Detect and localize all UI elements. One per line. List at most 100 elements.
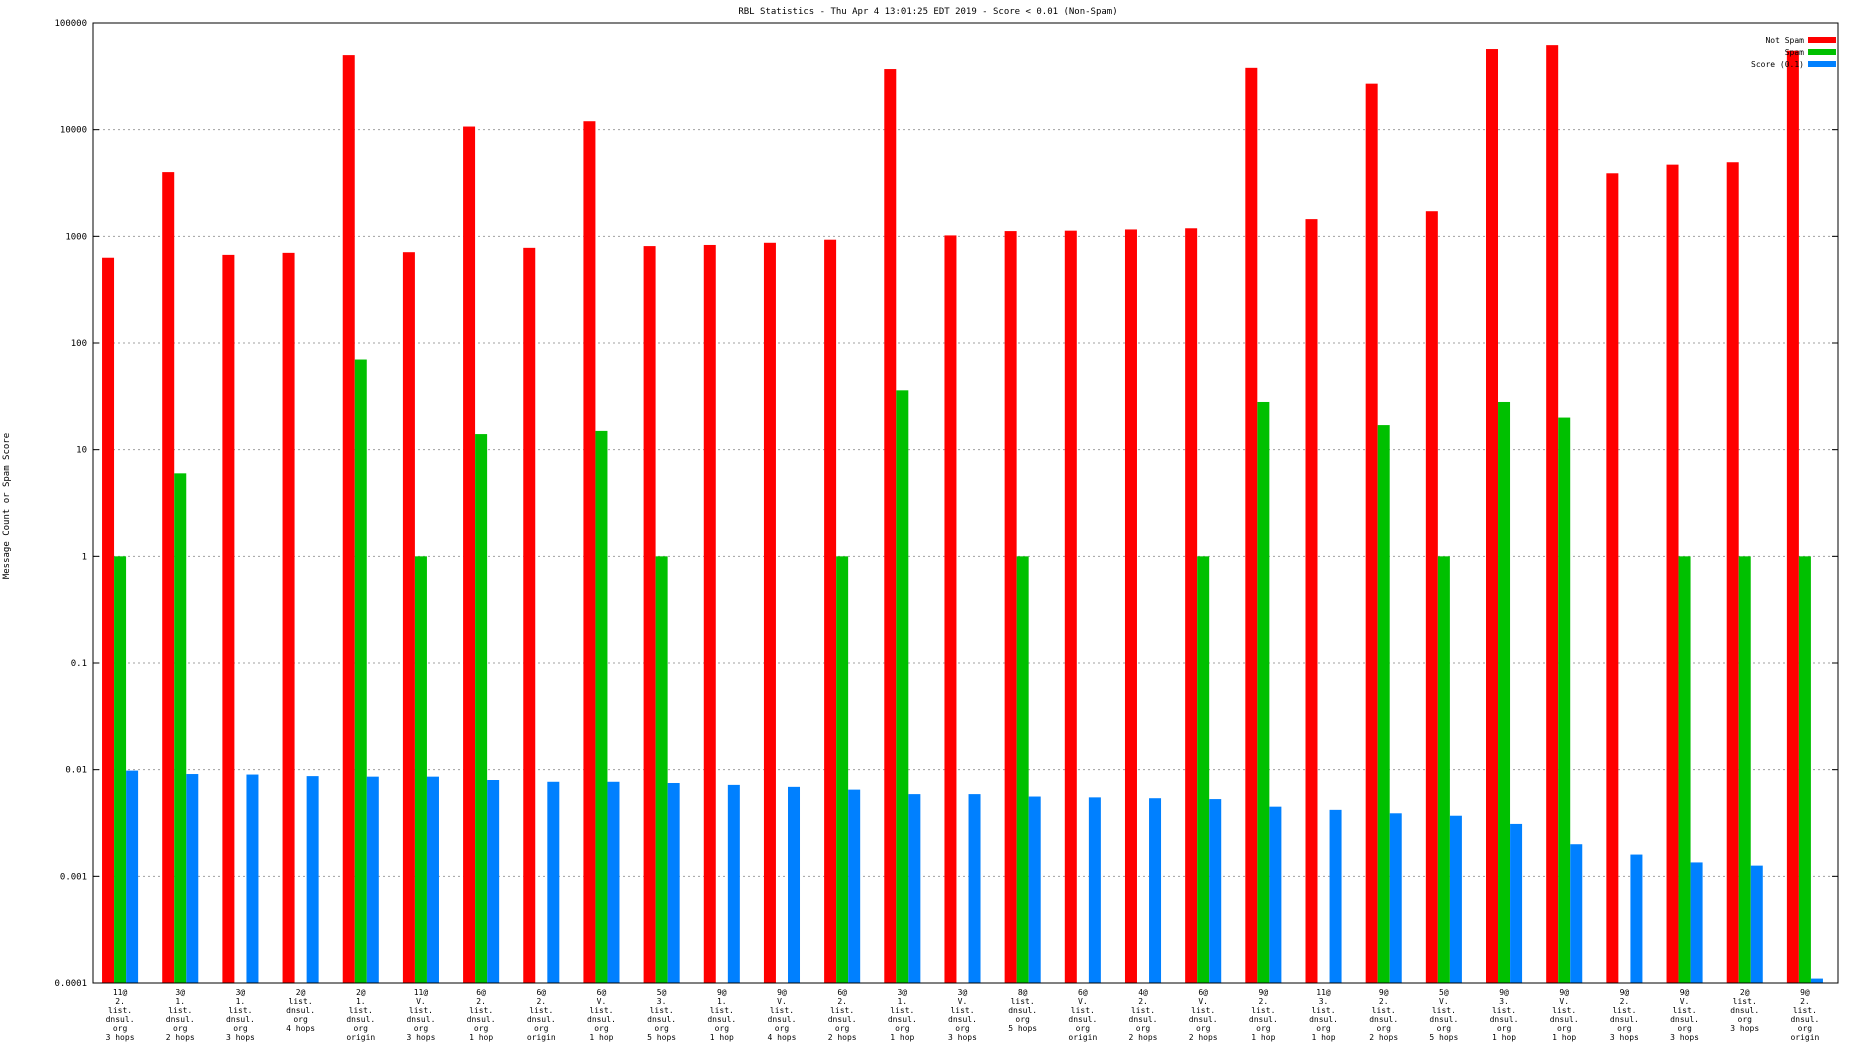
bar-not-spam	[1245, 67, 1258, 984]
x-tick-label: dnsul.	[768, 1015, 797, 1024]
bar-score-0-1	[727, 784, 740, 983]
x-tick-label: org	[1798, 1024, 1813, 1033]
bar-score-0-1	[246, 774, 259, 983]
bar-spam	[174, 473, 187, 983]
x-tick-label: 4 hops	[286, 1024, 315, 1033]
bar-score-0-1	[1750, 865, 1763, 983]
x-tick-label: dnsul.	[1429, 1015, 1458, 1024]
bar-score-0-1	[306, 776, 319, 983]
x-tick-label: 2.	[1259, 997, 1269, 1006]
bar-spam	[896, 390, 909, 983]
x-tick-label: list.	[1673, 1006, 1697, 1015]
x-tick-label: 2.	[1379, 997, 1389, 1006]
bar-score-0-1	[667, 782, 680, 983]
x-tick-label: 2.	[1800, 997, 1810, 1006]
x-tick-label: list.	[1552, 1006, 1576, 1015]
x-tick-label: org	[1617, 1024, 1632, 1033]
x-tick-label: 9@	[777, 988, 787, 997]
x-tick-label: dnsul.	[1369, 1015, 1398, 1024]
x-tick-label: dnsul.	[888, 1015, 917, 1024]
x-tick-label: V.	[1439, 997, 1449, 1006]
bar-spam	[1798, 556, 1811, 983]
bar-spam	[414, 556, 427, 983]
x-tick-label: list.	[228, 1006, 252, 1015]
bar-not-spam	[1185, 228, 1198, 983]
x-tick-label: 3 hops	[1610, 1033, 1639, 1042]
x-tick-label: 1 hop	[469, 1033, 493, 1042]
bar-not-spam	[463, 126, 476, 983]
bar-spam	[1377, 425, 1390, 983]
x-tick-label: org	[1316, 1024, 1331, 1033]
bar-layer	[102, 45, 1823, 984]
x-tick-label: org	[173, 1024, 188, 1033]
x-tick-label: dnsul.	[286, 1006, 315, 1015]
x-tick-label: 3@	[897, 988, 907, 997]
x-tick-label: dnsul.	[1249, 1015, 1278, 1024]
bar-not-spam	[1486, 49, 1499, 983]
y-tick-label: 100000	[54, 19, 87, 29]
x-tick-label: dnsul.	[166, 1015, 195, 1024]
x-tick-label: dnsul.	[1068, 1015, 1097, 1024]
bar-score-0-1	[1449, 815, 1462, 983]
bar-spam	[1257, 401, 1270, 983]
x-tick-label: org	[895, 1024, 910, 1033]
bar-score-0-1	[1630, 854, 1643, 983]
x-tick-label: org	[414, 1024, 429, 1033]
bar-spam	[1498, 401, 1511, 983]
bar-not-spam	[1365, 83, 1378, 983]
bar-not-spam	[162, 172, 175, 984]
x-tick-label: 1.	[236, 997, 246, 1006]
x-tick-label: 3 hops	[1670, 1033, 1699, 1042]
bar-score-0-1	[366, 776, 379, 983]
x-tick-label: 11@	[414, 988, 429, 997]
x-tick-label: list.	[950, 1006, 974, 1015]
x-tick-label: list.	[108, 1006, 132, 1015]
y-tick-label: 0.001	[60, 872, 87, 882]
x-tick-label: V.	[1559, 997, 1569, 1006]
x-tick-label: list.	[1131, 1006, 1155, 1015]
x-tick-label: 9@	[1259, 988, 1269, 997]
x-tick-label: list.	[650, 1006, 674, 1015]
x-tick-label: 9@	[1499, 988, 1509, 997]
x-tick-label: origin	[346, 1033, 375, 1042]
bar-not-spam	[523, 247, 536, 983]
bar-score-0-1	[1690, 862, 1703, 983]
x-tick-label: 6@	[536, 988, 546, 997]
y-tick-label: 0.0001	[54, 979, 87, 989]
y-tick-label: 100	[71, 339, 87, 349]
axis-layer: 0.0001 0.001 0.01 0.1 1 10 100 1000 10000 100000 1…	[54, 19, 1839, 1042]
x-tick-label: 3@	[175, 988, 185, 997]
x-tick-label: 2.	[115, 997, 125, 1006]
bar-spam	[1197, 556, 1210, 983]
x-tick-label: 1 hop	[1251, 1033, 1275, 1042]
x-tick-label: org	[1437, 1024, 1452, 1033]
y-tick-label: 1000	[65, 232, 87, 242]
x-tick-label: 1 hop	[1552, 1033, 1576, 1042]
x-tick-label: origin	[527, 1033, 556, 1042]
x-tick-label: 1 hop	[890, 1033, 914, 1042]
x-tick-label: 2.	[1138, 997, 1148, 1006]
bar-spam	[1678, 556, 1691, 983]
bar-not-spam	[1004, 231, 1017, 984]
x-tick-label: 5 hops	[1429, 1033, 1458, 1042]
legend: Not Spam Spam Score (0.1)	[1751, 36, 1836, 69]
x-tick-label: 1 hop	[1492, 1033, 1516, 1042]
bar-score-0-1	[1810, 978, 1823, 983]
x-tick-label: dnsul.	[1129, 1015, 1158, 1024]
bar-score-0-1	[848, 789, 861, 983]
x-tick-label: dnsul.	[346, 1015, 375, 1024]
x-tick-label: 2 hops	[828, 1033, 857, 1042]
x-tick-label: 3.	[1499, 997, 1509, 1006]
x-tick-label: org	[654, 1024, 669, 1033]
x-tick-label: 6@	[1078, 988, 1088, 997]
legend-swatch-score-0-1	[1808, 61, 1836, 67]
x-tick-label: 1 hop	[710, 1033, 734, 1042]
x-tick-label: list.	[409, 1006, 433, 1015]
bar-spam	[354, 359, 367, 983]
bar-not-spam	[1726, 162, 1739, 983]
x-tick-label: list.	[1071, 1006, 1095, 1015]
x-tick-label: dnsul.	[1189, 1015, 1218, 1024]
x-tick-label: 9@	[1620, 988, 1630, 997]
x-tick-label: org	[1015, 1015, 1030, 1024]
x-tick-label: list.	[1311, 1006, 1335, 1015]
